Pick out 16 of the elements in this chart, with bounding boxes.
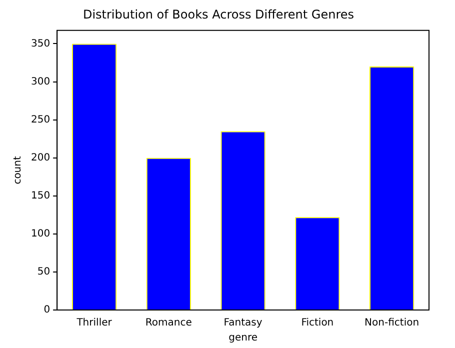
y-tick-label: 250	[30, 114, 50, 126]
y-tick-label: 100	[30, 228, 50, 240]
x-tick-label: Fantasy	[224, 318, 262, 329]
x-tick-label: Fiction	[301, 318, 334, 329]
y-tick-label: 300	[30, 76, 50, 88]
y-tick-label: 150	[30, 190, 50, 202]
x-tick-label: Thriller	[76, 318, 113, 329]
x-axis-title: genre	[228, 332, 258, 344]
y-tick-label: 0	[44, 304, 50, 316]
chart-title: Distribution of Books Across Different Genres	[82, 7, 354, 22]
y-tick-label: 200	[30, 152, 50, 164]
y-tick-label: 50	[37, 266, 50, 278]
x-tick-label: Non-fiction	[364, 318, 420, 329]
x-tick-label: Romance	[145, 318, 192, 329]
y-axis-title: count	[12, 156, 24, 184]
y-tick-label: 350	[30, 38, 50, 50]
